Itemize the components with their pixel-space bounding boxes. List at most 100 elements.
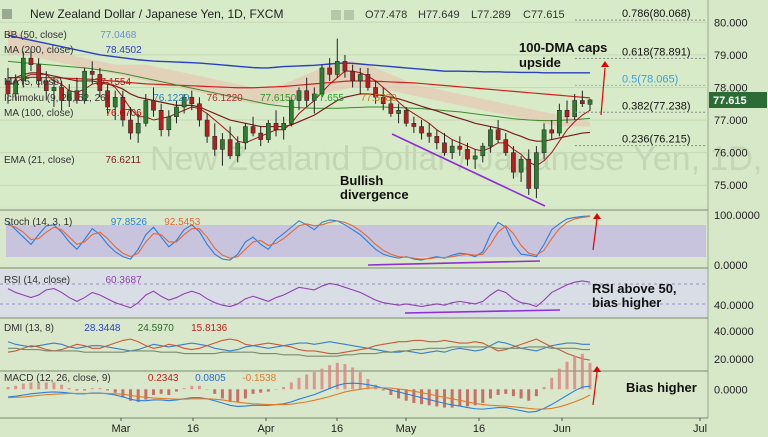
- candle-body: [549, 129, 555, 134]
- candle-body: [396, 110, 401, 114]
- time-tick-label: Jul: [693, 423, 707, 435]
- candle-body: [373, 87, 378, 98]
- dmi-adx-line: [8, 346, 590, 357]
- candle-body: [319, 67, 325, 95]
- candle-body: [465, 149, 470, 160]
- macd-histogram-bar: [90, 388, 94, 390]
- candle-body: [273, 123, 279, 131]
- candle-body: [419, 126, 424, 134]
- time-tick-label: Apr: [257, 423, 274, 435]
- ichimoku-legend-value: 77.5780: [361, 93, 398, 104]
- macd-histogram-bar: [473, 389, 477, 406]
- macd-histogram-bar: [358, 372, 362, 390]
- annotation-bullish: Bullish: [340, 173, 383, 188]
- stoch-axis-label: 0.0000: [714, 260, 748, 272]
- candle-body: [289, 100, 294, 124]
- macd-histogram-bar: [458, 389, 462, 407]
- macd-histogram-bar: [580, 353, 584, 390]
- candle-body: [511, 152, 516, 173]
- dmi-pane[interactable]: [0, 320, 708, 370]
- macd-histogram-bar: [519, 389, 523, 399]
- fib-label: 0.618(78.891): [622, 46, 691, 58]
- candle-body: [488, 129, 493, 147]
- macd-histogram-bar: [152, 389, 155, 395]
- macd-histogram-bar: [174, 389, 178, 392]
- candle-body: [250, 126, 256, 134]
- candle-body: [227, 139, 233, 157]
- candle-body: [5, 80, 11, 95]
- macd-histogram-bar: [144, 389, 148, 400]
- candle-body: [334, 61, 340, 75]
- macd-histogram-bar: [343, 364, 347, 390]
- macd-histogram-bar: [243, 389, 247, 399]
- arrow-up-icon: [600, 61, 609, 116]
- macd-histogram-bar: [335, 362, 339, 390]
- macd-histogram-bar: [557, 368, 561, 390]
- macd-histogram-bar: [320, 368, 324, 390]
- annotation-dma-caps: 100-DMA caps: [519, 40, 607, 55]
- candle-body: [526, 158, 532, 189]
- candle-body: [13, 80, 18, 95]
- fib-label: 0.5(78.065): [622, 73, 678, 85]
- divergence-line-stoch: [367, 260, 541, 266]
- macd-histogram-bar: [83, 389, 87, 391]
- fib-label: 0.236(76.215): [622, 134, 691, 146]
- candles: [5, 38, 593, 199]
- macd-legend-value: 0.2343: [148, 373, 179, 384]
- price-tick-label: 76.000: [714, 148, 748, 160]
- macd-histogram-bar: [197, 385, 201, 390]
- last-price-label: 77.615: [713, 95, 747, 107]
- fib-label: 0.786(80.068): [622, 8, 691, 20]
- fibonacci-levels: 0.786(80.068) 0.618(78.891) 0.5(78.065) 0.3…: [575, 8, 705, 147]
- time-tick-label: May: [396, 423, 417, 435]
- candle-body: [350, 70, 355, 82]
- candle-body: [580, 100, 585, 104]
- bb-legend-value: 77.0468: [100, 30, 137, 41]
- ichimoku-legend-value: 76.1220: [153, 93, 190, 104]
- candle-body: [442, 142, 447, 153]
- candle-body: [388, 103, 394, 114]
- candle-body: [342, 61, 348, 72]
- rsi-legend-label: RSI (14, close): [4, 275, 70, 286]
- price-tick-label: 80.000: [714, 17, 748, 29]
- candle-body: [181, 96, 187, 108]
- collapse-icon[interactable]: [2, 9, 12, 19]
- candle-body: [220, 139, 225, 150]
- candle-body: [380, 96, 386, 104]
- stoch-legend-label: Stoch (14, 3, 1): [4, 217, 72, 228]
- ohlc-open: O77.478: [365, 9, 407, 21]
- ma200-line: [7, 34, 590, 74]
- ichimoku-legend-label: Ichimoku (9, 26, 52, 26): [4, 93, 109, 104]
- ma5-legend-value: 77.1554: [95, 77, 132, 88]
- ichimoku-legend-value: 77.6150: [260, 93, 297, 104]
- candle-body: [403, 110, 409, 124]
- candle-body: [434, 136, 440, 144]
- macd-histogram-bar: [44, 382, 48, 390]
- macd-histogram-bar: [266, 389, 270, 392]
- ma200-legend-label: MA (200, close): [4, 45, 73, 56]
- macd-histogram-bar: [6, 386, 10, 390]
- macd-histogram-bar: [588, 362, 592, 390]
- candle-body: [266, 123, 271, 140]
- eye-icon[interactable]: [331, 10, 341, 20]
- macd-histogram-bar: [366, 378, 370, 390]
- candle-body: [327, 67, 332, 75]
- candle-body: [534, 152, 539, 189]
- stoch-k-line: [7, 215, 591, 261]
- candle-body: [143, 100, 149, 124]
- rsi-pane[interactable]: [0, 270, 708, 317]
- macd-histogram-bar: [21, 383, 25, 390]
- macd-histogram-bar: [420, 389, 424, 405]
- time-tick-label: 16: [473, 423, 485, 435]
- macd-histogram-bar: [565, 361, 569, 390]
- candle-body: [189, 96, 195, 104]
- macd-histogram-bar: [52, 382, 56, 390]
- settings-icon[interactable]: [344, 10, 354, 20]
- annotation-rsi-bias: bias higher: [592, 295, 661, 310]
- macd-histogram-bar: [136, 389, 140, 402]
- ma100-legend-label: MA (100, close): [4, 108, 73, 119]
- candle-body: [212, 136, 218, 150]
- dmi-legend-value: 24.5970: [138, 323, 175, 334]
- ohlc-low: L77.289: [471, 9, 511, 21]
- candle-body: [426, 132, 432, 137]
